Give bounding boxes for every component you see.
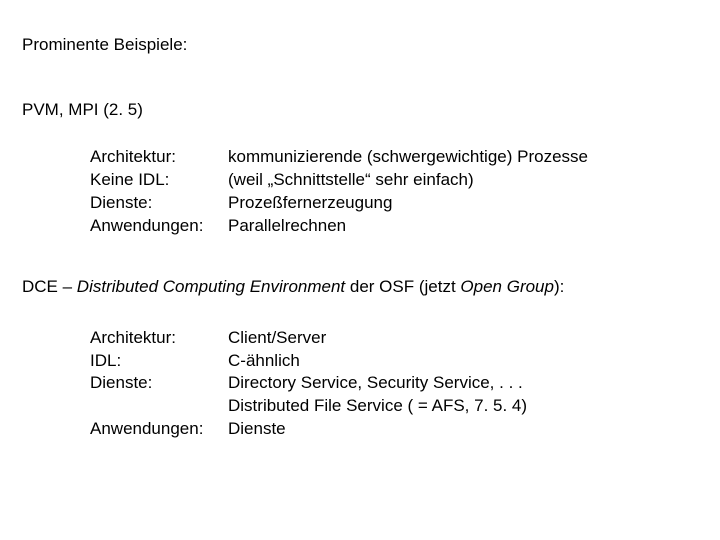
section2-table: Architektur: Client/Server IDL: C-ähnlic… <box>90 327 698 442</box>
dce-italic1: Distributed Computing Environment <box>77 277 345 296</box>
dce-italic2: Open Group <box>460 277 554 296</box>
dce-mid: der OSF (jetzt <box>345 277 460 296</box>
page-heading: Prominente Beispiele: <box>22 34 698 57</box>
row-label: Keine IDL: <box>90 169 228 192</box>
row-label: Dienste: <box>90 372 228 395</box>
row-label: Architektur: <box>90 327 228 350</box>
row-value: Dienste <box>228 418 698 441</box>
row-label: Anwendungen: <box>90 215 228 238</box>
dce-suffix: ): <box>554 277 564 296</box>
section1-table: Architektur: kommunizierende (schwergewi… <box>90 146 698 238</box>
row-label: Architektur: <box>90 146 228 169</box>
row-value: (weil „Schnittstelle“ sehr einfach) <box>228 169 698 192</box>
row-value: C-ähnlich <box>228 350 698 373</box>
table-row: Dienste: Prozeßfernerzeugung <box>90 192 698 215</box>
row-label: IDL: <box>90 350 228 373</box>
table-row: Anwendungen: Parallelrechnen <box>90 215 698 238</box>
row-value: Directory Service, Security Service, . .… <box>228 372 698 395</box>
row-label: Dienste: <box>90 192 228 215</box>
table-row: Distributed File Service ( = AFS, 7. 5. … <box>90 395 698 418</box>
slide-page: Prominente Beispiele: PVM, MPI (2. 5) Ar… <box>0 0 720 441</box>
table-row: Dienste: Directory Service, Security Ser… <box>90 372 698 395</box>
row-value: Parallelrechnen <box>228 215 698 238</box>
row-value: kommunizierende (schwergewichtige) Proze… <box>228 146 698 169</box>
row-value: Distributed File Service ( = AFS, 7. 5. … <box>228 395 698 418</box>
section1-title: PVM, MPI (2. 5) <box>22 99 698 122</box>
row-value: Client/Server <box>228 327 698 350</box>
table-row: IDL: C-ähnlich <box>90 350 698 373</box>
table-row: Keine IDL: (weil „Schnittstelle“ sehr ei… <box>90 169 698 192</box>
row-label <box>90 395 228 418</box>
dce-prefix: DCE – <box>22 277 77 296</box>
table-row: Architektur: kommunizierende (schwergewi… <box>90 146 698 169</box>
table-row: Architektur: Client/Server <box>90 327 698 350</box>
row-value: Prozeßfernerzeugung <box>228 192 698 215</box>
row-label: Anwendungen: <box>90 418 228 441</box>
table-row: Anwendungen: Dienste <box>90 418 698 441</box>
dce-title: DCE – Distributed Computing Environment … <box>22 276 698 299</box>
